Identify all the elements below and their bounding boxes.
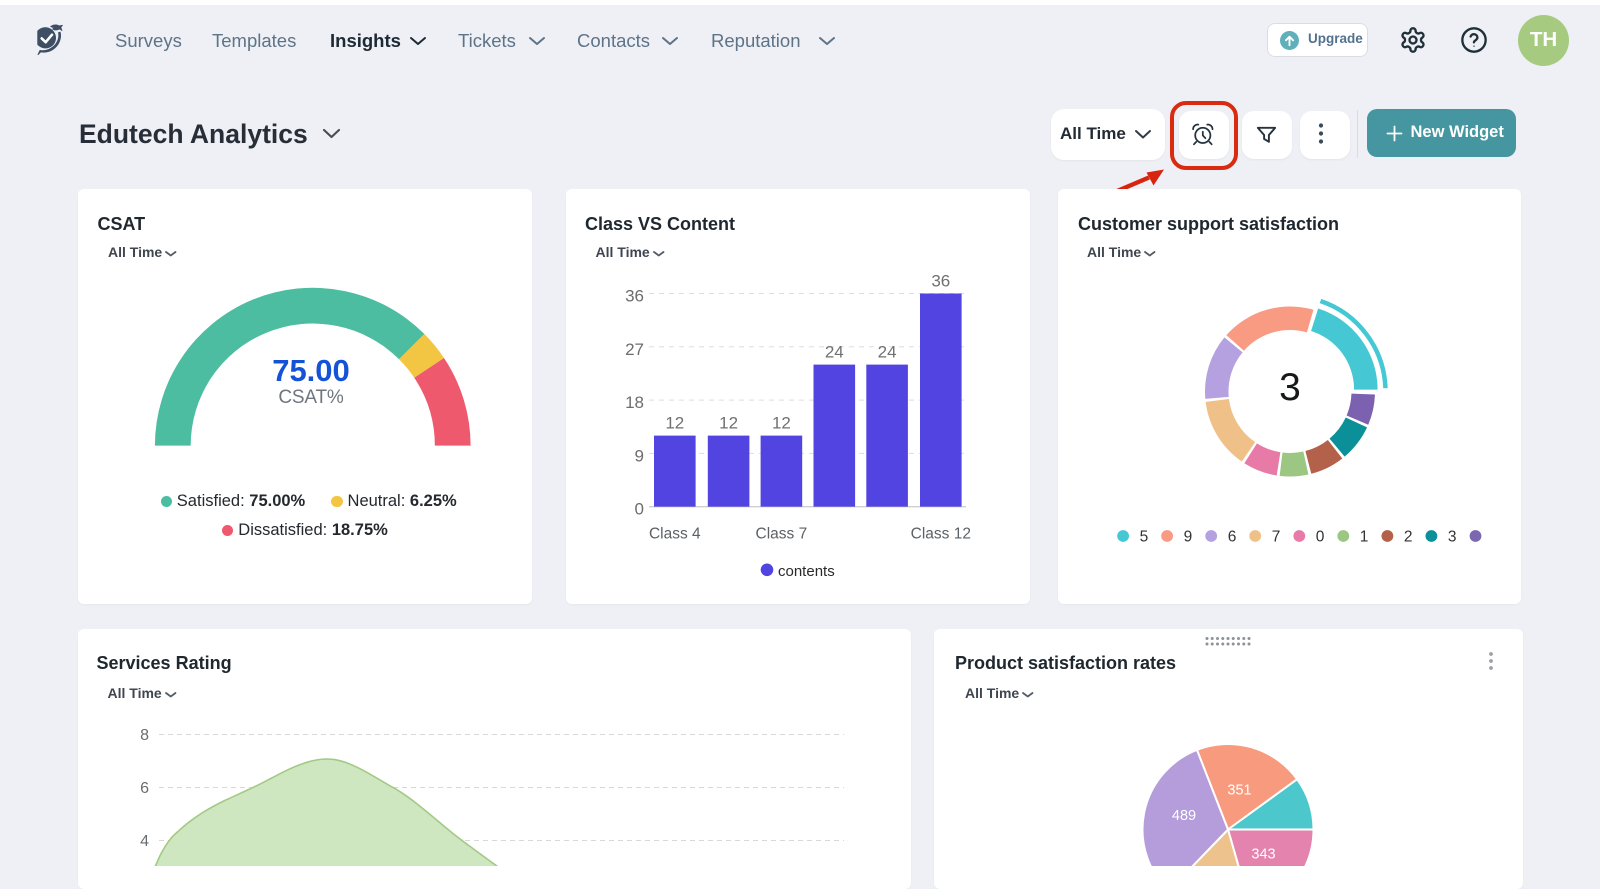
svg-text:Class 7: Class 7 bbox=[756, 526, 808, 543]
svg-text:1: 1 bbox=[1360, 529, 1369, 546]
svg-text:27: 27 bbox=[625, 340, 644, 359]
svg-text:Class 12: Class 12 bbox=[911, 526, 971, 543]
svg-text:contents: contents bbox=[778, 563, 835, 580]
svg-text:343: 343 bbox=[1251, 847, 1275, 863]
svg-text:2: 2 bbox=[1404, 529, 1413, 546]
svg-text:24: 24 bbox=[825, 343, 844, 362]
svg-text:3: 3 bbox=[1448, 529, 1457, 546]
svg-text:7: 7 bbox=[1272, 529, 1281, 546]
svg-text:Class 4: Class 4 bbox=[649, 526, 701, 543]
svg-text:5: 5 bbox=[1140, 529, 1149, 546]
svg-text:4: 4 bbox=[140, 833, 149, 850]
svg-text:18: 18 bbox=[625, 393, 644, 412]
svg-text:0: 0 bbox=[1316, 529, 1325, 546]
svg-text:9: 9 bbox=[1184, 529, 1193, 546]
svg-text:351: 351 bbox=[1227, 783, 1251, 799]
svg-text:36: 36 bbox=[625, 287, 644, 306]
svg-text:0: 0 bbox=[635, 500, 644, 519]
svg-text:6: 6 bbox=[140, 780, 149, 797]
svg-text:12: 12 bbox=[719, 414, 738, 433]
svg-text:9: 9 bbox=[635, 446, 644, 465]
svg-text:12: 12 bbox=[665, 414, 684, 433]
svg-text:36: 36 bbox=[931, 272, 950, 291]
svg-text:489: 489 bbox=[1172, 808, 1196, 824]
svg-text:12: 12 bbox=[772, 414, 791, 433]
svg-text:6: 6 bbox=[1228, 529, 1237, 546]
svg-text:24: 24 bbox=[878, 343, 897, 362]
svg-text:8: 8 bbox=[140, 727, 149, 744]
